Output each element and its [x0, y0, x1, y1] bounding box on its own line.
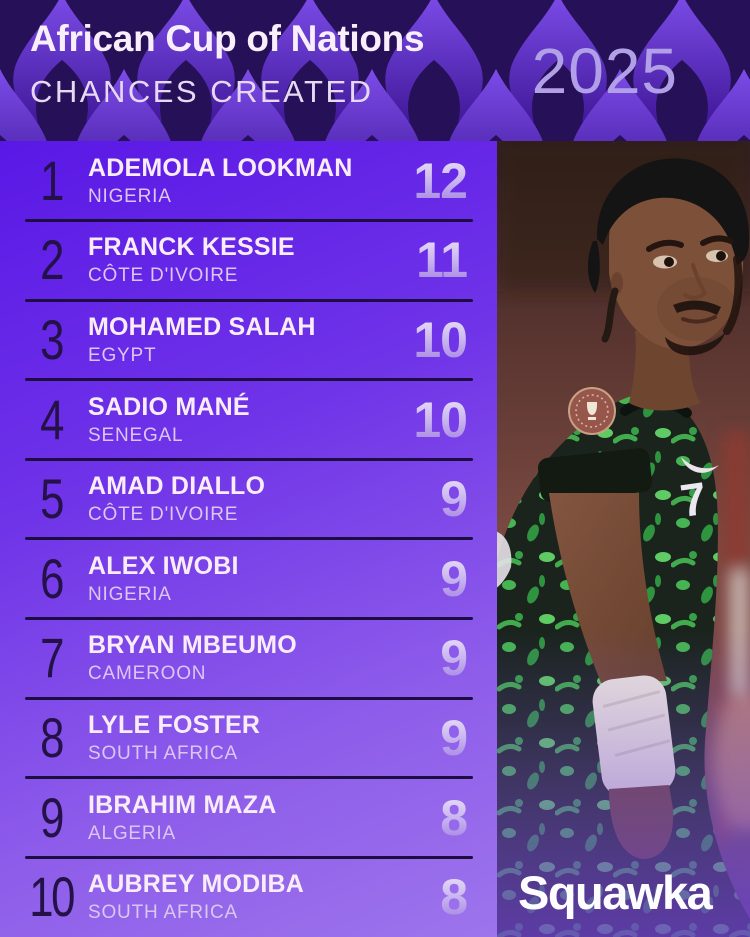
- rank-number: 1: [40, 148, 64, 212]
- rank-number: 3: [40, 307, 64, 371]
- leaderboard: 1 ADEMOLA LOOKMAN NIGERIA 12 2 FRANCK KE…: [0, 141, 497, 937]
- player-country: SOUTH AFRICA: [88, 742, 239, 764]
- player-name: ALEX IWOBI: [88, 551, 239, 580]
- table-row: 10 AUBREY MODIBA SOUTH AFRICA 8: [0, 857, 497, 937]
- player-photo: 7 Squawka: [497, 141, 750, 937]
- table-row: 5 AMAD DIALLO CÔTE D'IVOIRE 9: [0, 459, 497, 541]
- rank-number: 9: [40, 785, 64, 849]
- table-row: 6 ALEX IWOBI NIGERIA 9: [0, 539, 497, 620]
- player-name: IBRAHIM MAZA: [88, 790, 277, 819]
- flame-pattern-background: [0, 0, 750, 141]
- player-photo-illustration: 7: [497, 141, 750, 937]
- player-country: EGYPT: [88, 344, 157, 366]
- table-row: 4 SADIO MANÉ SENEGAL 10: [0, 380, 497, 461]
- rank-number: 4: [40, 387, 64, 451]
- table-row: 2 FRANCK KESSIE CÔTE D'IVOIRE 11: [0, 221, 497, 302]
- player-name: FRANCK KESSIE: [88, 233, 295, 262]
- player-name: MOHAMED SALAH: [88, 312, 316, 341]
- table-row: 9 IBRAHIM MAZA ALGERIA 8: [0, 778, 497, 859]
- player-name: SADIO MANÉ: [88, 392, 250, 421]
- header: African Cup of Nations CHANCES CREATED 2…: [0, 0, 750, 141]
- nose: [683, 263, 708, 300]
- chances-value: 11: [416, 232, 468, 289]
- chances-value: 9: [440, 550, 468, 607]
- rank-number: 10: [29, 865, 75, 929]
- rank-number: 8: [40, 705, 64, 769]
- player-country: SOUTH AFRICA: [88, 902, 239, 924]
- braid: [601, 287, 619, 343]
- player-country: NIGERIA: [88, 185, 172, 207]
- player-name: BRYAN MBEUMO: [88, 631, 297, 660]
- table-row: 8 LYLE FOSTER SOUTH AFRICA 9: [0, 698, 497, 779]
- year-label: 2025: [531, 35, 678, 107]
- rank-number: 6: [40, 546, 64, 610]
- squawka-wordmark: Squawka: [518, 866, 713, 919]
- table-row: 3 MOHAMED SALAH EGYPT 10: [0, 300, 497, 381]
- player-country: ALGERIA: [88, 822, 176, 844]
- chances-value: 10: [413, 311, 468, 368]
- player-name: AUBREY MODIBA: [88, 870, 305, 899]
- headband: [596, 158, 750, 265]
- chances-value: 9: [440, 709, 468, 766]
- page-title: African Cup of Nations: [30, 18, 425, 59]
- rank-number: 5: [40, 467, 64, 531]
- chances-value: 9: [440, 471, 468, 528]
- page-subtitle: CHANCES CREATED: [30, 73, 374, 109]
- beard: [665, 333, 725, 356]
- rank-number: 2: [40, 228, 64, 292]
- mustache: [673, 300, 721, 315]
- table-row: 1 ADEMOLA LOOKMAN NIGERIA 12: [0, 141, 497, 222]
- player-name: ADEMOLA LOOKMAN: [88, 153, 353, 182]
- player-name: LYLE FOSTER: [88, 710, 261, 739]
- player-country: CAMEROON: [88, 663, 207, 685]
- chances-value: 8: [440, 789, 468, 846]
- chances-value: 10: [413, 391, 468, 448]
- rank-number: 7: [40, 626, 64, 690]
- chances-value: 8: [440, 869, 468, 926]
- player-country: CÔTE D'IVOIRE: [88, 504, 239, 526]
- eyebrow: [700, 235, 734, 246]
- chances-value: 9: [440, 630, 468, 687]
- player-country: SENEGAL: [88, 424, 184, 446]
- player-country: CÔTE D'IVOIRE: [88, 265, 239, 287]
- eyes: [653, 250, 728, 269]
- player-head: [587, 158, 750, 411]
- purple-overlay: [497, 631, 750, 937]
- player-country: NIGERIA: [88, 583, 172, 605]
- chances-value: 12: [413, 152, 468, 209]
- eyebrow: [646, 239, 684, 252]
- table-row: 7 BRYAN MBEUMO CAMEROON 9: [0, 619, 497, 700]
- afcon-badge-icon: [568, 387, 616, 435]
- player-name: AMAD DIALLO: [88, 472, 266, 501]
